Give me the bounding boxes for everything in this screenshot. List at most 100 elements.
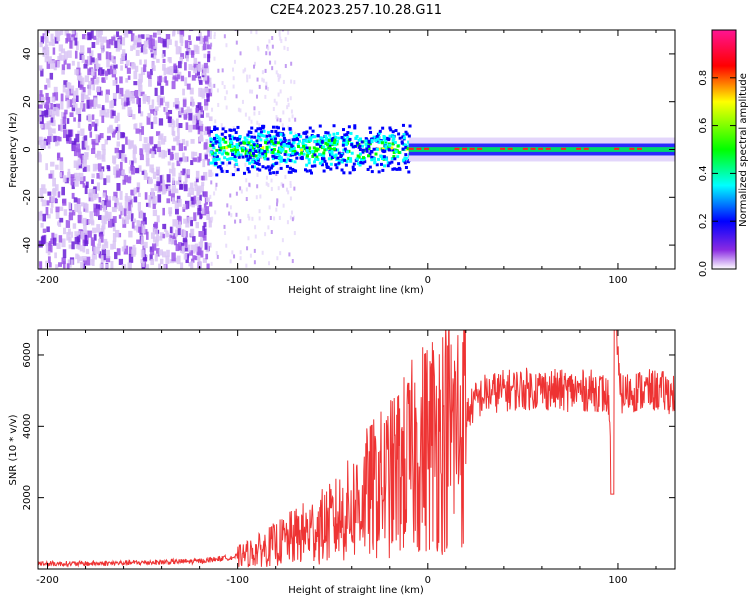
spectrogram-signal-cell (384, 157, 388, 161)
spectrogram-noise-cell (211, 172, 214, 177)
spectrogram-signal-cell (350, 143, 354, 147)
spectrogram-peak-cell (538, 147, 544, 150)
spectrogram-signal-cell (361, 148, 365, 152)
spectrogram-noise-cell (159, 175, 163, 184)
spectrogram-signal-cell (316, 147, 320, 151)
spectrogram-signal-cell (361, 156, 365, 160)
spectrogram-noise-cell (237, 107, 240, 112)
spectrogram-noise-cell (92, 141, 96, 150)
spectrogram-noise-cell (143, 256, 147, 262)
spectrogram-noise-cell (123, 239, 127, 249)
spectrogram-signal-cell (291, 167, 295, 171)
spectrogram-noise-cell (227, 136, 230, 141)
spectrogram-noise-cell (103, 36, 107, 43)
spectrogram-signal-cell (342, 138, 346, 142)
spectrogram-noise-cell (103, 178, 107, 186)
spectrogram-noise-cell (71, 241, 75, 250)
spectrogram-noise-cell (175, 46, 181, 55)
spectrogram-noise-cell (202, 37, 206, 43)
spectrogram-signal-cell (234, 158, 238, 162)
spectrogram-signal-cell (319, 142, 323, 146)
spectrogram-noise-cell (90, 196, 95, 202)
spectrogram-noise-cell (188, 71, 191, 78)
spectrogram-noise-cell (85, 248, 90, 255)
spectrogram-noise-cell (126, 207, 130, 215)
spectrogram-noise-cell (148, 198, 152, 208)
spectrogram-noise-cell (136, 239, 141, 244)
spectrogram-signal-cell (213, 125, 217, 129)
spectrogram-signal-cell (220, 169, 224, 173)
spectrogram-signal-cell (356, 154, 360, 158)
spectrogram-noise-cell (101, 69, 105, 75)
spectrogram-signal-cell (349, 159, 353, 163)
spectrogram-signal-cell (383, 147, 387, 151)
spectrogram-noise-cell (277, 134, 280, 139)
spectrogram-noise-cell (198, 204, 202, 212)
spectrogram-signal-cell (307, 139, 311, 143)
spectrogram-signal-cell (216, 140, 220, 144)
spectrogram-noise-cell (98, 238, 101, 246)
spectrogram-noise-cell (96, 37, 100, 45)
spectrogram-noise-cell (46, 214, 51, 219)
spectrogram-signal-cell (325, 162, 329, 166)
spectrogram-signal-cell (391, 142, 395, 146)
spectrogram-noise-cell (253, 106, 256, 111)
spectrogram-signal-cell (232, 128, 236, 132)
spectrogram-noise-cell (95, 63, 99, 69)
spectrogram-signal-cell (359, 160, 363, 164)
spectrogram-noise-cell (206, 211, 210, 221)
spectrogram-signal-cell (281, 147, 285, 151)
spectrogram-noise-cell (91, 57, 95, 63)
spectrogram-noise-cell (214, 119, 217, 124)
spectrogram-signal-cell (340, 168, 344, 172)
spectrogram-noise-cell (38, 109, 42, 116)
spectrogram-noise-cell (267, 183, 270, 188)
spectrogram-noise-cell (130, 164, 133, 171)
spectrogram-noise-cell (229, 193, 232, 198)
spectrogram-noise-cell (114, 147, 119, 154)
spectrogram-noise-cell (179, 184, 183, 190)
spectrogram-noise-cell (171, 238, 176, 245)
spectrogram-noise-cell (107, 68, 111, 75)
spectrogram-noise-cell (77, 158, 81, 166)
spectrogram-noise-cell (171, 145, 176, 151)
spectrogram-signal-cell (251, 165, 255, 169)
spectrogram-signal-cell (299, 135, 303, 139)
spectrogram-noise-cell (190, 96, 194, 102)
spectrogram-noise-cell (225, 105, 228, 110)
spectrogram-signal-cell (261, 126, 265, 130)
y-tick-label: 40 (22, 48, 33, 61)
spectrogram-signal-cell (309, 171, 313, 175)
spectrogram-signal-cell (224, 140, 228, 144)
spectrogram-noise-cell (178, 143, 184, 152)
spectrogram-noise-cell (161, 53, 165, 59)
spectrogram-noise-cell (67, 228, 71, 235)
spectrogram-noise-cell (125, 78, 129, 83)
spectrogram-noise-cell (258, 111, 261, 116)
spectrogram-signal-cell (241, 155, 245, 159)
spectrogram-noise-cell (112, 232, 117, 242)
spectrogram-signal-cell (407, 170, 411, 174)
spectrogram-noise-cell (86, 219, 90, 225)
spectrogram-noise-cell (195, 108, 199, 114)
spectrogram-signal-cell (279, 132, 283, 136)
spectrogram-signal-cell (348, 171, 352, 175)
spectrogram-noise-cell (115, 126, 119, 133)
spectrogram-signal-cell (364, 139, 368, 143)
spectrogram-signal-cell (388, 143, 392, 147)
x-tick-label: 0 (425, 275, 431, 286)
spectrogram-signal-cell (235, 143, 239, 147)
spectrogram-noise-cell (71, 60, 75, 66)
spectrogram-noise-cell (154, 106, 159, 111)
spectrogram-noise-cell (158, 263, 162, 269)
spectrogram-noise-cell (44, 109, 49, 118)
spectrogram-signal-cell (231, 153, 235, 157)
spectrogram-noise-cell (197, 63, 202, 72)
spectrogram-noise-cell (131, 62, 136, 68)
spectrogram-signal-cell (300, 157, 304, 161)
spectrogram-noise-cell (91, 114, 95, 120)
spectrogram-noise-cell (237, 164, 240, 169)
spectrogram-signal-cell (353, 126, 357, 130)
spectrogram-signal-cell (289, 143, 293, 147)
